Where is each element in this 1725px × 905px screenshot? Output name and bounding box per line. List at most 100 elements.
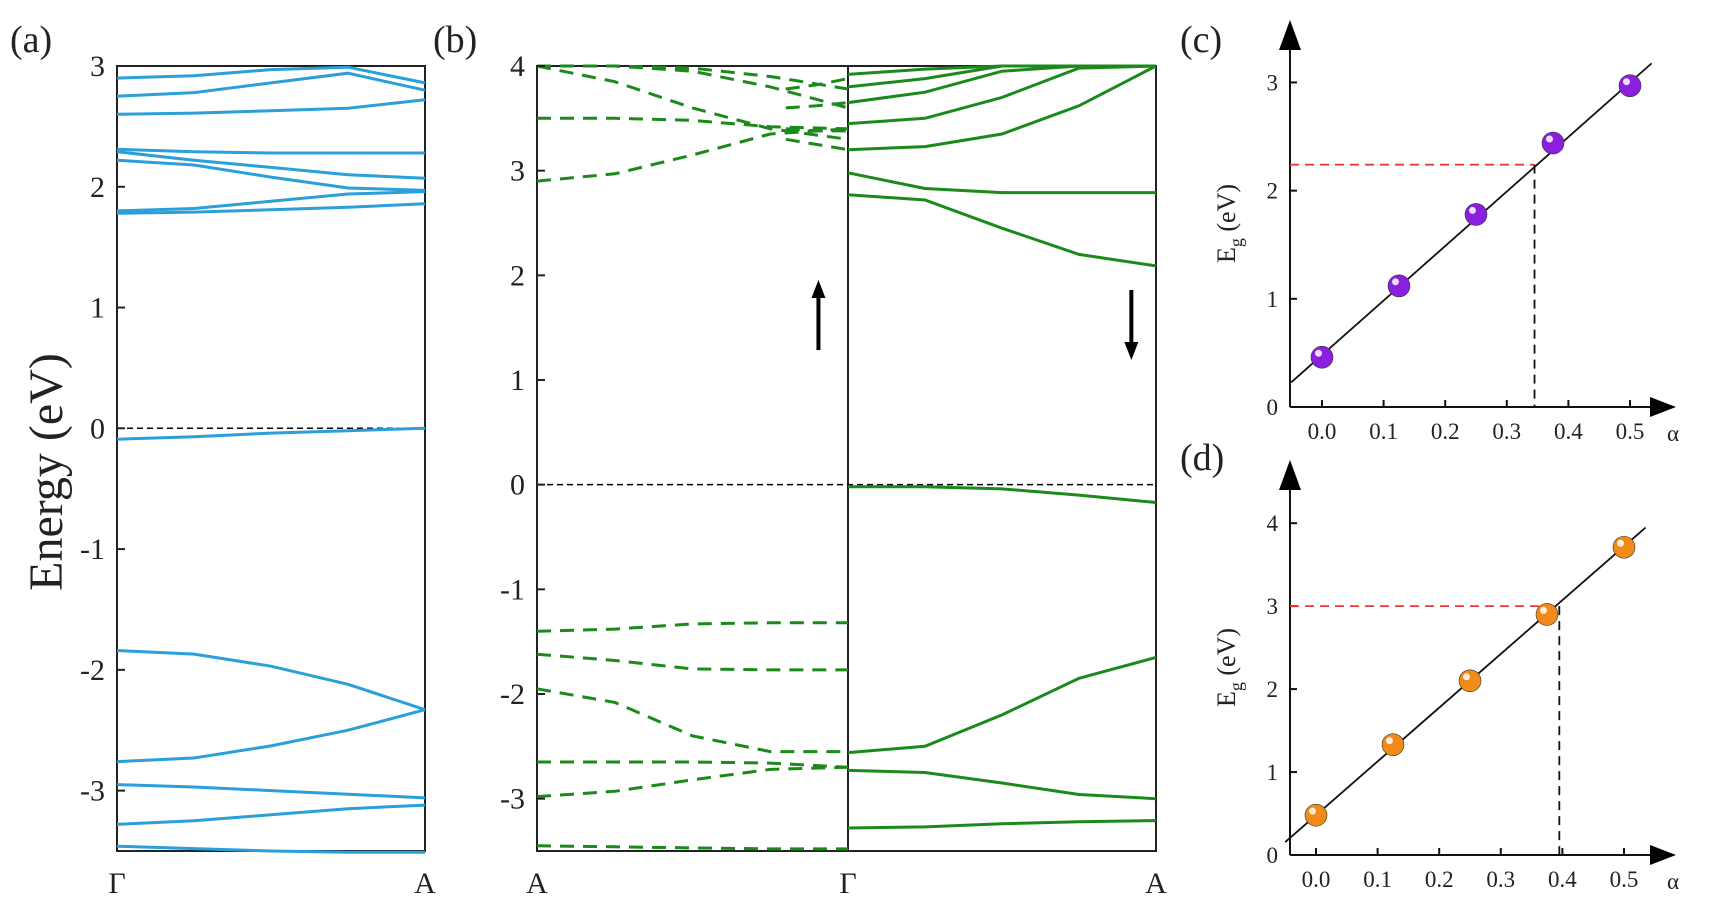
band-up-9 [536,765,849,799]
y-tick-label-b-6: -2 [500,678,525,711]
band-a-1 [116,71,426,98]
y-axis-label-d: Eg (eV) [1212,628,1246,707]
data-point-highlight-c-1 [1392,278,1399,286]
data-point-d-2 [1458,669,1482,693]
band-up-2 [536,127,849,183]
y-axis-label-sub-d: g [1226,682,1246,691]
y-tick-label-b-2: 2 [510,259,525,292]
band-down-1 [847,64,1157,126]
x-tick-label-a-0: Γ [108,867,125,900]
data-point-d-4 [1612,535,1636,559]
band-down-0 [847,64,1157,152]
y-tick-label-b-5: -1 [500,573,525,606]
band-down-6 [847,193,1157,268]
data-point-d-3 [1535,603,1559,626]
panel-label-b: (b) [433,19,477,61]
band-down-8 [847,655,1157,755]
data-point-highlight-d-0 [1309,807,1316,815]
y-tick-label-b-3: 1 [510,364,525,397]
y-tick-label-a-6: -3 [80,775,105,808]
data-point-highlight-d-3 [1540,606,1547,614]
x-tick-label-d-2: 0.2 [1425,867,1454,892]
band-a-4 [116,150,426,180]
band-a-6 [116,190,426,213]
spin-up-arrow-head [811,280,826,298]
band-up-10 [536,844,848,851]
band-down-10 [847,819,1157,830]
x-axis-label-c: α [1667,421,1679,446]
band-up-extra-3 [785,77,849,91]
data-point-c-3 [1541,131,1565,155]
x-tick-label-c-0: 0.0 [1308,419,1337,444]
y-tick-label-a-5: -2 [80,654,105,687]
band-up-4 [537,64,849,91]
data-point-c-2 [1464,203,1488,226]
band-up-extra-2 [785,101,849,110]
data-point-highlight-d-4 [1617,539,1624,547]
x-tick-label-b-1: Γ [839,867,856,900]
x-tick-label-d-1: 0.1 [1363,867,1392,892]
y-tick-label-c-3: 3 [1267,70,1279,95]
x-tick-label-d-0: 0.0 [1302,867,1331,892]
y-tick-label-a-4: -1 [80,533,105,566]
band-up-0 [536,64,849,141]
data-point-c-1 [1387,274,1411,298]
band-a-12 [116,803,426,826]
band-a-2 [116,98,426,116]
band-a-3 [116,147,425,155]
data-point-highlight-c-3 [1546,135,1553,143]
x-axis-arrowhead-c [1650,397,1676,417]
y-axis-label-c: Eg (eV) [1212,184,1246,263]
x-tick-label-c-4: 0.4 [1554,419,1583,444]
x-axis-label-d: α [1667,869,1679,894]
y-axis-arrowhead-d [1279,460,1301,490]
band-a-13 [116,844,425,854]
band-up-8 [537,760,849,769]
band-up-3 [537,64,849,110]
band-a-7 [116,202,426,215]
data-point-d-1 [1381,733,1405,756]
band-down-4 [847,64,1156,76]
x-tick-label-c-2: 0.2 [1431,419,1460,444]
x-tick-label-a-1: A [414,867,436,900]
band-a-10 [116,708,426,764]
y-tick-label-d-3: 3 [1267,594,1279,619]
data-point-c-0 [1310,345,1334,369]
y-tick-label-a-3: 0 [90,412,105,445]
data-point-highlight-d-1 [1386,737,1393,745]
plot-frame-a [116,65,426,852]
y-tick-label-b-7: -3 [500,783,525,816]
y-axis-label-a: Energy (eV) [20,353,73,591]
band-down-9 [847,768,1157,801]
y-axis-label-main-c: E [1212,247,1241,263]
band-a-11 [116,783,426,800]
spin-down-arrow-head [1124,342,1139,360]
data-point-highlight-c-4 [1623,78,1630,86]
panel-a: 3 2 1 0 -1 -2 -3 Γ A [80,50,436,900]
panel-label-c: (c) [1180,19,1222,61]
data-point-c-4 [1618,74,1642,97]
x-tick-label-b-2: A [1145,867,1167,900]
panel-c: 0 1 2 3 0.0 0.1 0.2 0.3 0.4 0.5 α Eg (eV) [1212,20,1679,446]
panel-labels: (a) (b) (c) (d) [10,19,1224,479]
y-tick-label-d-4: 4 [1267,511,1279,536]
y-tick-label-a-0: 3 [90,50,105,83]
band-a-5 [116,158,426,192]
y-axis-label-unit-d: (eV) [1212,628,1241,682]
y-tick-label-a-1: 2 [90,171,105,204]
y-axis-label-main-d: E [1212,691,1241,707]
y-tick-label-a-2: 1 [90,292,105,325]
y-tick-label-c-2: 2 [1267,179,1279,204]
y-axis-label-sub-c: g [1226,238,1246,247]
x-tick-label-c-3: 0.3 [1492,419,1521,444]
band-down-5 [847,171,1156,195]
y-tick-label-b-4: 0 [510,469,525,502]
plot-frame-b [536,65,1157,852]
band-up-1 [537,116,849,131]
y-tick-label-b-1: 3 [510,155,525,188]
band-down-3 [847,64,1156,89]
y-axis-arrowhead-c [1279,20,1301,50]
band-up-extra-0 [785,137,849,152]
y-tick-label-d-0: 0 [1267,843,1279,868]
